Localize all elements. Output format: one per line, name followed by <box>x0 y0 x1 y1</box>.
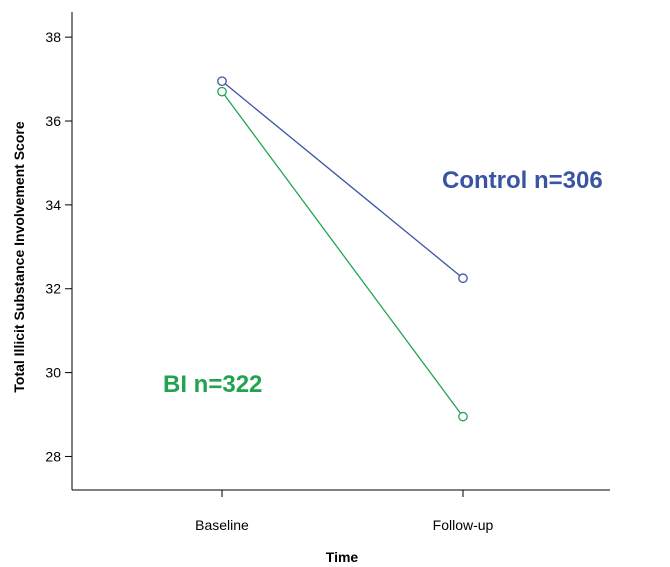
series-label-control: Control n=306 <box>442 167 603 194</box>
series-line-bi <box>221 91 464 418</box>
series-line-control <box>221 80 464 279</box>
y-tick-label: 30 <box>45 365 61 381</box>
data-point-control <box>458 273 468 284</box>
y-tick-label: 32 <box>45 281 61 297</box>
data-point-control <box>217 76 227 87</box>
x-tick-label: Follow-up <box>433 517 494 533</box>
series-label-bi: BI n=322 <box>163 371 262 398</box>
series-group <box>217 76 468 422</box>
y-tick-label: 28 <box>45 448 61 464</box>
y-tick-label: 34 <box>45 197 61 213</box>
data-point-bi <box>217 86 227 97</box>
y-axis: 28 30 32 34 36 38 <box>45 12 73 490</box>
x-tick-label: Baseline <box>195 517 249 533</box>
y-tick-label: 38 <box>45 29 61 45</box>
data-point-bi <box>458 411 468 422</box>
x-axis: Baseline Follow-up <box>72 489 610 533</box>
y-axis-title: Total Illicit Substance Involvement Scor… <box>11 121 27 392</box>
x-axis-title: Time <box>326 549 359 565</box>
y-tick-label: 36 <box>45 113 61 129</box>
